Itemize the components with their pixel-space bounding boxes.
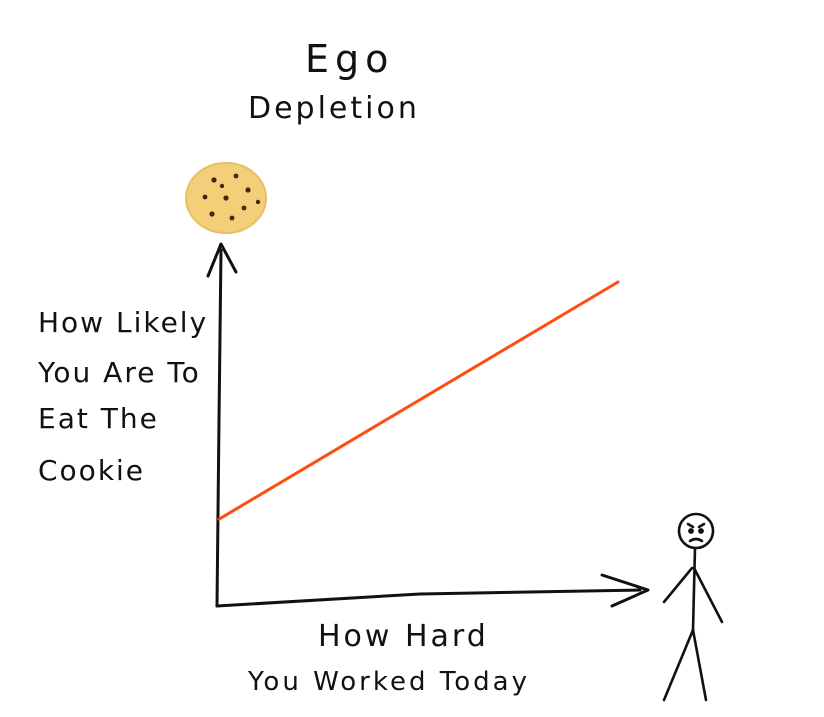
cookie-icon <box>185 162 267 234</box>
stick-figure-icon <box>662 512 724 702</box>
chart-subtitle: Depletion <box>248 91 420 126</box>
y-axis-arrowhead <box>206 242 238 278</box>
y-axis-label-line-1: How Likely <box>38 306 208 339</box>
series-line-0 <box>217 280 620 521</box>
y-axis-label-line-2: You Are To <box>37 356 201 389</box>
x-axis <box>215 588 642 608</box>
chart-title: Ego <box>305 37 394 81</box>
y-axis <box>215 248 223 608</box>
y-axis-label-line-4: Cookie <box>38 454 145 487</box>
x-axis-label-line-2: You Worked Today <box>247 667 530 697</box>
y-axis-label-line-3: Eat The <box>38 402 159 435</box>
axes <box>206 242 650 608</box>
series-layer <box>217 280 620 521</box>
x-axis-arrowhead <box>600 573 650 608</box>
x-axis-label-line-1: How Hard <box>318 619 489 654</box>
